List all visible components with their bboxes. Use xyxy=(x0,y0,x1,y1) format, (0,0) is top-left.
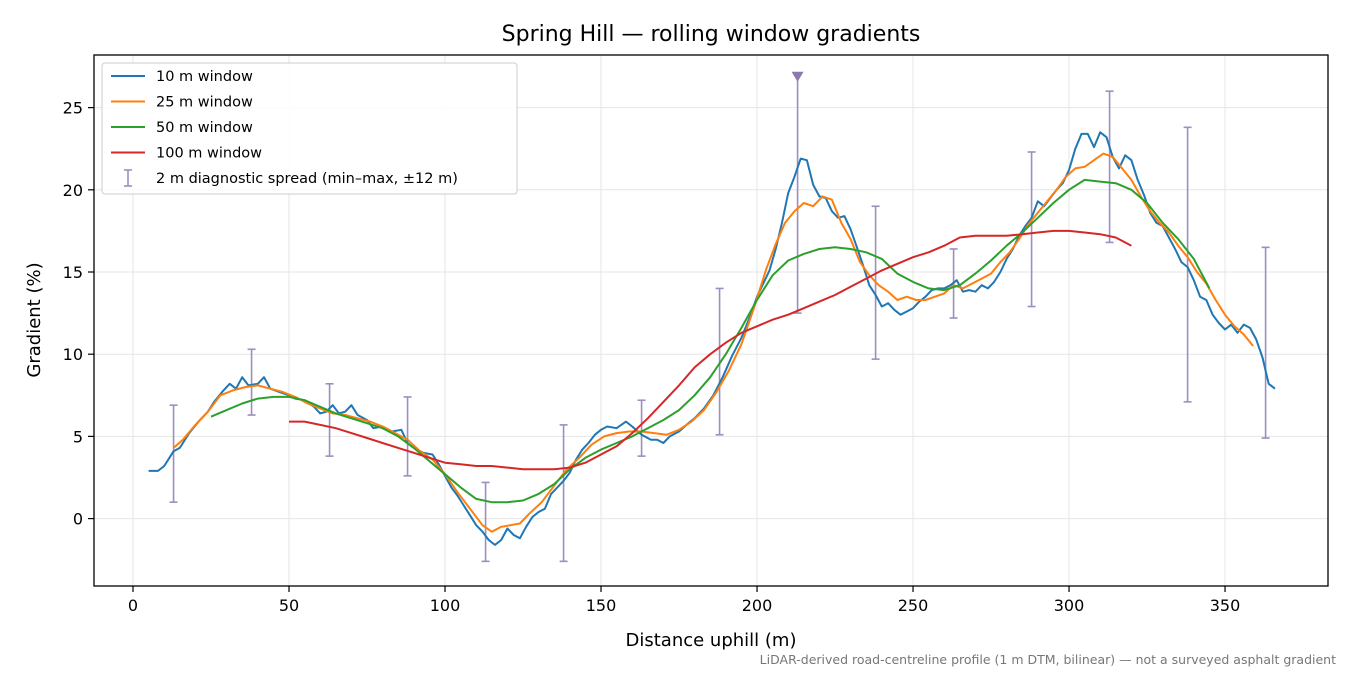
spread-bar xyxy=(1183,126,1192,403)
x-tick-label: 0 xyxy=(128,596,138,615)
legend-label: 100 m window xyxy=(156,146,262,162)
y-axis-ticks: 0 5 10 15 20 25 xyxy=(63,99,94,529)
spread-bar xyxy=(1027,151,1036,308)
clip-markers xyxy=(791,71,804,82)
spread-bar xyxy=(559,424,568,563)
legend-item: 2 m diagnostic spread (min–max, ±12 m) xyxy=(124,169,458,187)
legend-label: 10 m window xyxy=(156,69,253,85)
y-tick-label: 0 xyxy=(73,510,83,529)
x-tick-label: 100 xyxy=(430,596,461,615)
legend-item: 10 m window xyxy=(111,69,253,85)
y-tick-label: 25 xyxy=(63,99,83,118)
series-line xyxy=(172,152,1254,533)
spread-bar xyxy=(169,404,178,503)
legend-item: 100 m window xyxy=(111,146,262,162)
y-axis-label: Gradient (%) xyxy=(24,262,45,377)
x-tick-label: 350 xyxy=(1210,596,1241,615)
y-tick-label: 10 xyxy=(63,345,83,364)
series-line xyxy=(289,229,1132,471)
legend-item: 50 m window xyxy=(111,120,253,136)
spread-clip-marker xyxy=(791,71,804,82)
x-tick-label: 300 xyxy=(1054,596,1085,615)
legend-item: 25 m window xyxy=(111,95,253,111)
spread-bars xyxy=(169,73,1270,563)
legend-box xyxy=(101,62,518,195)
series-line xyxy=(210,178,1211,504)
spread-bar xyxy=(481,481,490,563)
y-tick-label: 20 xyxy=(63,181,83,200)
x-tick-label: 150 xyxy=(586,596,617,615)
y-tick-label: 5 xyxy=(73,427,83,446)
legend: 10 m window 25 m window 50 m window 100 m w… xyxy=(101,62,518,195)
x-tick-label: 50 xyxy=(279,596,299,615)
x-tick-label: 250 xyxy=(898,596,929,615)
series-lines xyxy=(148,131,1276,546)
spread-bar xyxy=(403,396,412,477)
chart-title: Spring Hill — rolling window gradients xyxy=(502,22,921,47)
x-axis-ticks: 0 50 100 150 200 250 300 350 xyxy=(128,586,1240,615)
spread-bar xyxy=(247,348,256,416)
x-axis-label: Distance uphill (m) xyxy=(626,630,797,651)
spread-bar xyxy=(325,382,334,457)
spread-bar xyxy=(1261,246,1270,439)
legend-label: 50 m window xyxy=(156,120,253,136)
y-tick-label: 15 xyxy=(63,263,83,282)
legend-label: 2 m diagnostic spread (min–max, ±12 m) xyxy=(156,171,458,187)
spread-bar xyxy=(1105,90,1114,244)
x-tick-label: 200 xyxy=(742,596,773,615)
legend-label: 25 m window xyxy=(156,95,253,111)
spread-bar xyxy=(637,399,646,457)
footnote: LiDAR-derived road-centreline profile (1… xyxy=(760,652,1336,667)
plot-frame xyxy=(93,54,1329,587)
